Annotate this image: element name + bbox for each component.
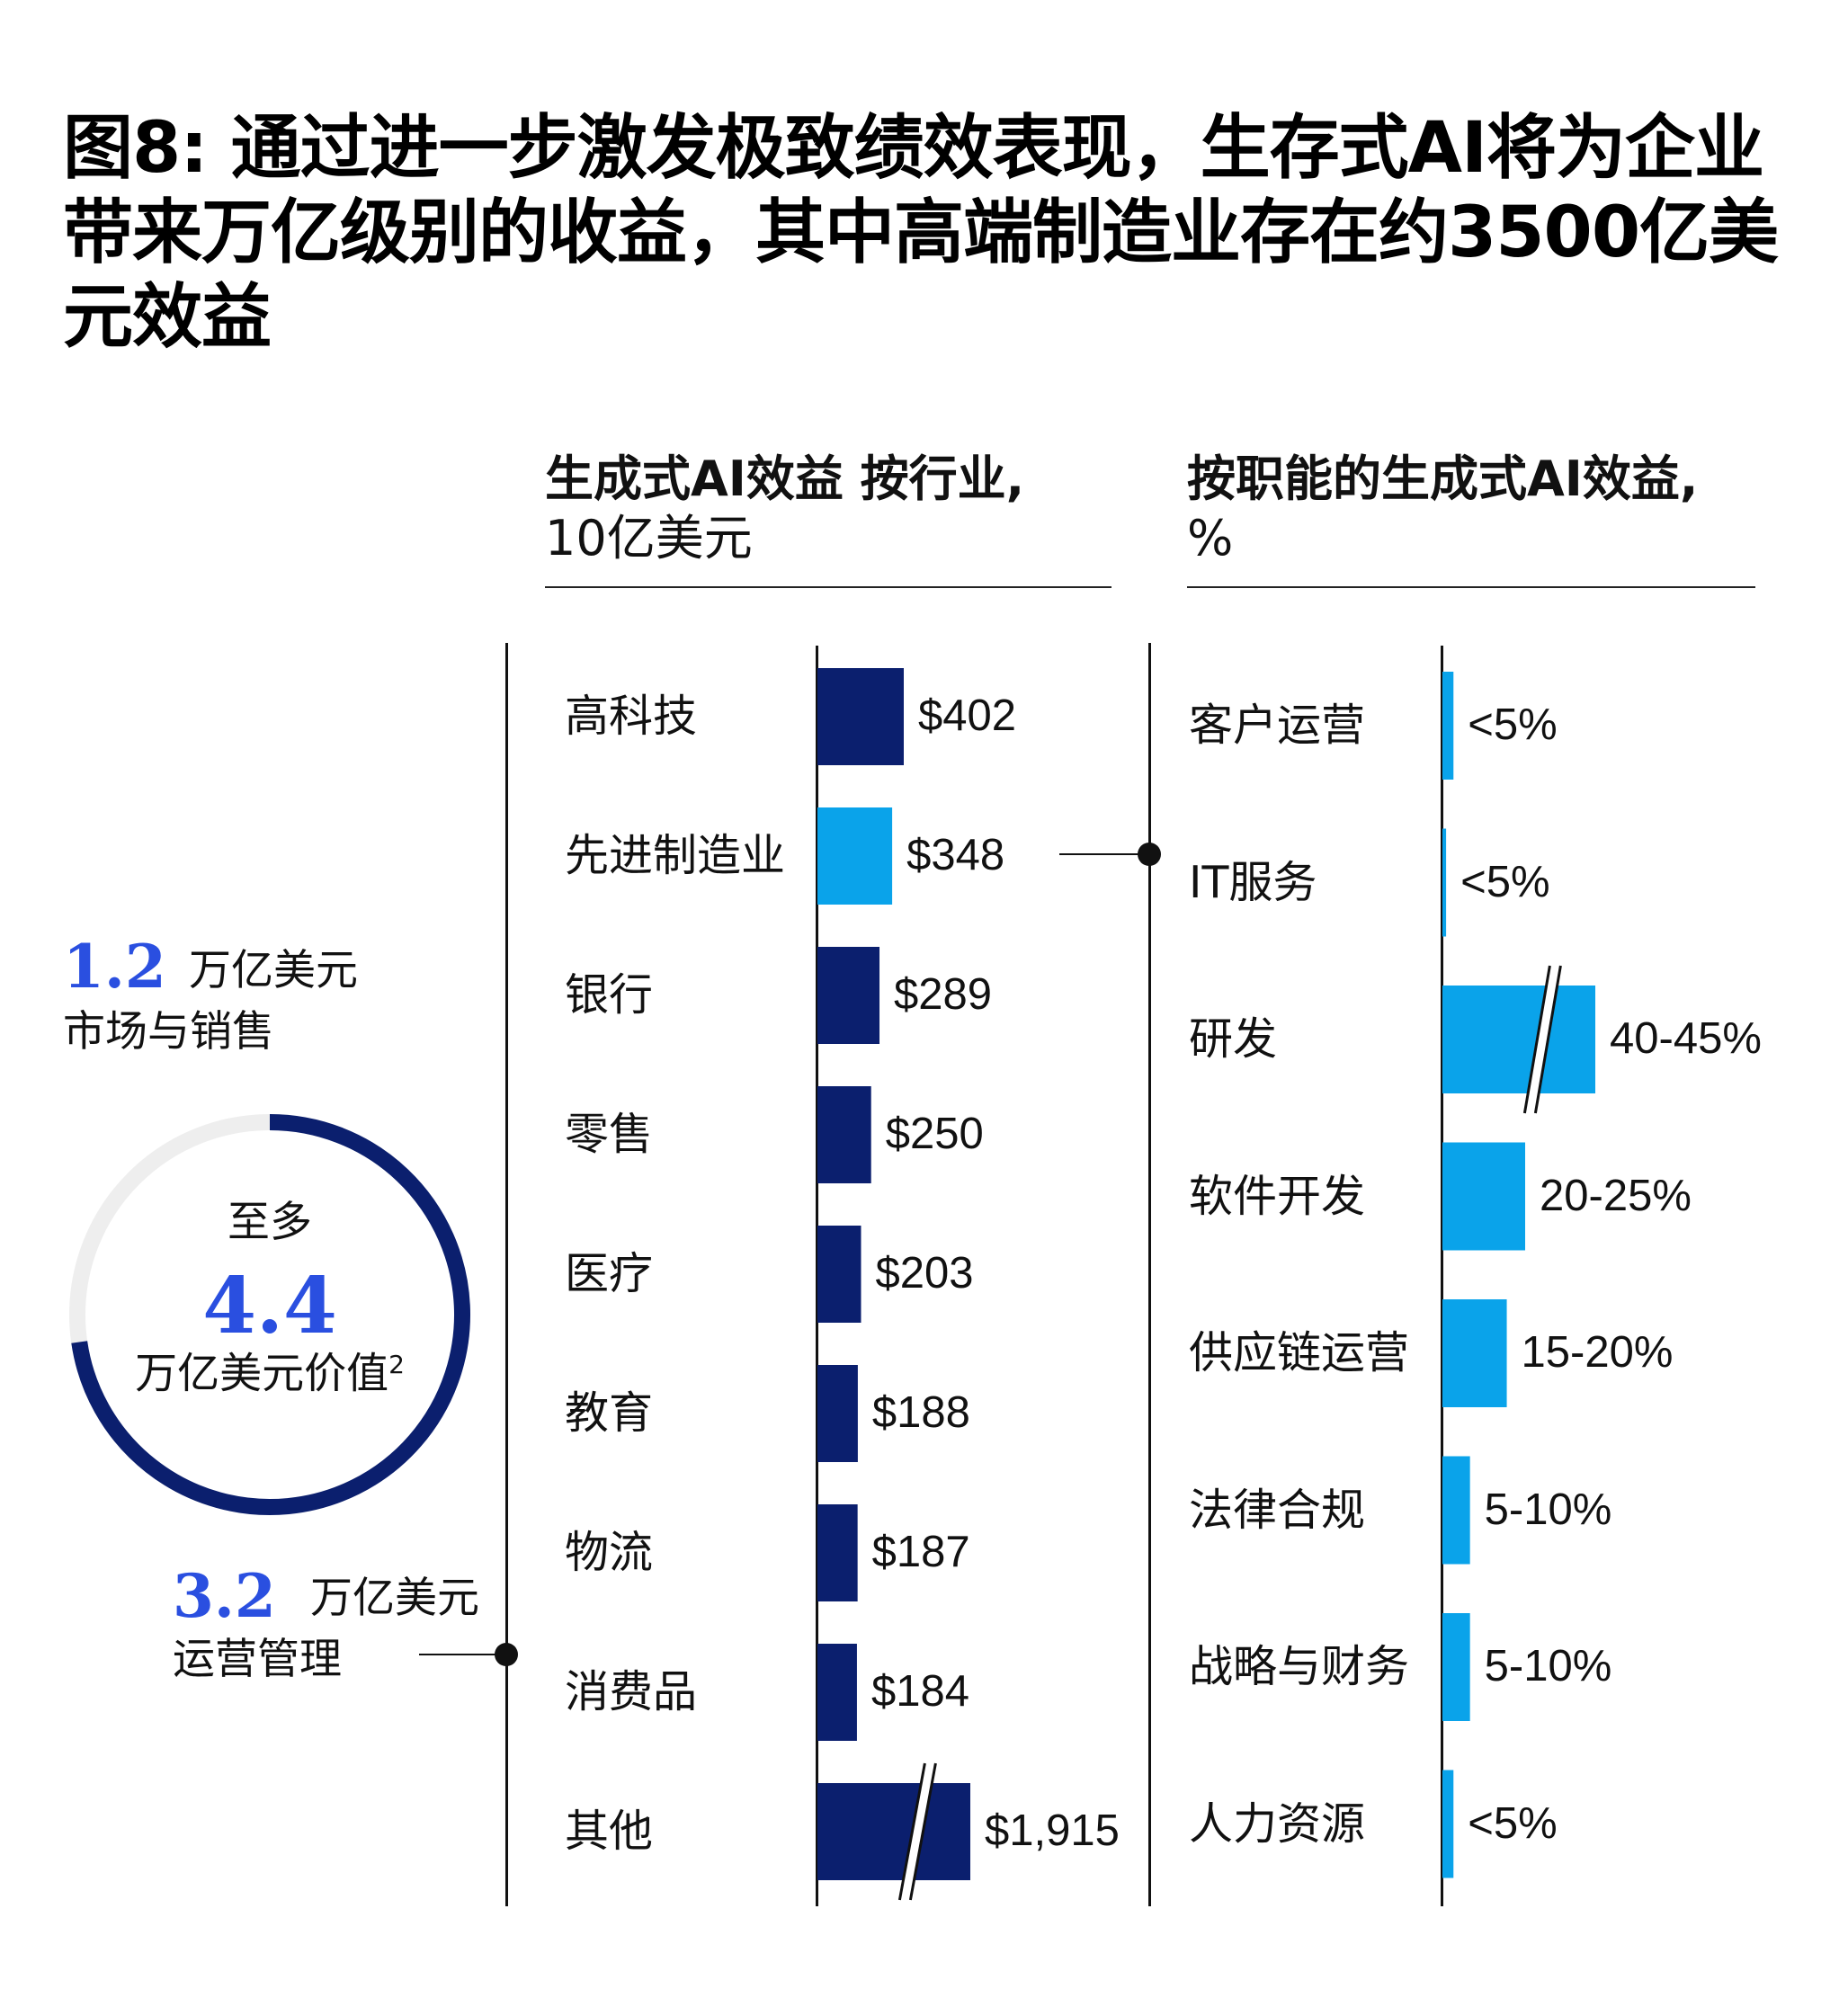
left-divider <box>505 643 508 1906</box>
operations-connector-line <box>419 1654 505 1655</box>
total-footnote: 2 <box>388 1350 405 1379</box>
function-category-label-4: 软件开发 <box>1189 1170 1366 1222</box>
function-value-label-7: 5-10% <box>1484 1642 1612 1690</box>
industry-break-mark-9-1 <box>897 1762 926 1901</box>
function-category-label-6: 法律合规 <box>1189 1484 1366 1536</box>
function-header-rule <box>1187 586 1755 588</box>
industry-bar-1 <box>817 668 904 765</box>
function-header: 按职能的生成式AI效益, % <box>1187 450 1698 568</box>
function-bar-1 <box>1442 672 1454 780</box>
function-value-label-2: <5% <box>1460 857 1550 906</box>
industry-bar-3 <box>817 947 880 1044</box>
industry-bar-6 <box>817 1365 858 1462</box>
function-value-label-1: <5% <box>1468 700 1558 749</box>
industry-value-label-7: $187 <box>871 1528 970 1576</box>
industry-bar-5 <box>817 1226 862 1323</box>
industry-category-label-4: 零售 <box>565 1109 654 1160</box>
industry-category-label-8: 消费品 <box>565 1666 698 1717</box>
industry-title: 生成式AI效益 按行业, <box>545 450 1025 507</box>
function-bar-8 <box>1442 1770 1454 1878</box>
industry-category-label-5: 医疗 <box>565 1248 654 1299</box>
operations-label: 运营管理 <box>173 1635 342 1684</box>
industry-category-label-3: 银行 <box>565 969 654 1021</box>
industry-category-label-6: 教育 <box>565 1387 654 1439</box>
function-bar-5 <box>1442 1299 1507 1407</box>
donut-operations-arc <box>71 1114 471 1515</box>
industry-value-label-3: $289 <box>894 970 993 1019</box>
industry-value-label-6: $188 <box>871 1388 970 1437</box>
total-unit-line: 万亿美元价值2 <box>63 1338 477 1402</box>
total-value: 4.4 <box>202 1261 337 1351</box>
marketing-sales-unit: 万亿美元 <box>189 946 358 995</box>
chart-title: 图8: 通过进一步激发极致绩效表现，生存式AI将为企业带来万亿级别的收益，其中高… <box>63 108 1779 358</box>
industry-category-label-9: 其他 <box>565 1806 654 1857</box>
function-category-label-5: 供应链运营 <box>1189 1327 1410 1378</box>
industry-break-gap-9 <box>899 1763 936 1900</box>
marketing-sales-label: 市场与销售 <box>63 1007 274 1057</box>
industry-category-label-1: 高科技 <box>565 691 698 742</box>
industry-bars-svg <box>817 668 970 1901</box>
industry-category-label-2: 先进制造业 <box>565 830 786 881</box>
function-bar-2 <box>1442 828 1447 937</box>
industry-header-rule <box>545 586 1111 588</box>
function-value-label-3: 40-45% <box>1610 1014 1762 1063</box>
function-subtitle: % <box>1187 510 1234 566</box>
function-category-label-7: 战略与财务 <box>1189 1641 1410 1692</box>
function-bar-6 <box>1442 1456 1470 1565</box>
function-value-label-6: 5-10% <box>1484 1485 1612 1534</box>
function-value-label-4: 20-25% <box>1540 1171 1692 1220</box>
middle-divider <box>1148 643 1151 1906</box>
function-title: 按职能的生成式AI效益, <box>1187 450 1699 507</box>
industry-bar-9 <box>817 1783 970 1880</box>
function-break-mark-3-2 <box>1533 965 1562 1114</box>
manufacturing-connector-line <box>1059 853 1149 855</box>
industry-bar-8 <box>817 1644 857 1741</box>
industry-header: 生成式AI效益 按行业, 10亿美元 <box>545 450 1024 568</box>
total-prefix: 至多 <box>228 1198 312 1247</box>
industry-bar-4 <box>817 1086 871 1183</box>
function-break-mark-3-1 <box>1522 965 1551 1114</box>
function-break-gap-3 <box>1524 966 1561 1113</box>
function-bars-svg <box>1442 672 1595 1878</box>
industry-bar-7 <box>817 1504 858 1601</box>
industry-break-mark-9-2 <box>908 1762 937 1901</box>
function-bar-3 <box>1442 986 1595 1093</box>
function-value-label-8: <5% <box>1468 1798 1558 1848</box>
function-category-label-8: 人力资源 <box>1189 1797 1366 1850</box>
function-value-label-5: 15-20% <box>1521 1328 1674 1377</box>
industry-axis <box>816 646 818 1906</box>
industry-value-label-9: $1,915 <box>985 1806 1120 1855</box>
function-category-label-2: IT服务 <box>1189 856 1317 908</box>
function-bar-7 <box>1442 1613 1470 1721</box>
industry-value-label-2: $348 <box>906 831 1005 879</box>
industry-category-label-7: 物流 <box>565 1527 654 1578</box>
total-unit: 万亿美元价值 <box>135 1349 389 1399</box>
industry-value-label-8: $184 <box>870 1667 969 1716</box>
marketing-sales-value: 1.2 <box>63 932 166 1002</box>
manufacturing-connector-dot <box>1138 843 1161 866</box>
function-axis <box>1441 646 1443 1906</box>
function-category-label-3: 研发 <box>1189 1013 1278 1065</box>
industry-value-label-4: $250 <box>885 1110 984 1158</box>
industry-subtitle: 10亿美元 <box>545 510 753 566</box>
industry-value-label-5: $203 <box>875 1249 974 1298</box>
function-bar-4 <box>1442 1142 1525 1251</box>
operations-value: 3.2 <box>173 1561 276 1631</box>
industry-bar-2 <box>817 807 893 905</box>
function-category-label-1: 客户运营 <box>1189 700 1366 751</box>
value-donut <box>69 1114 471 1515</box>
operations-unit: 万亿美元 <box>310 1574 479 1623</box>
industry-value-label-1: $402 <box>918 691 1017 740</box>
